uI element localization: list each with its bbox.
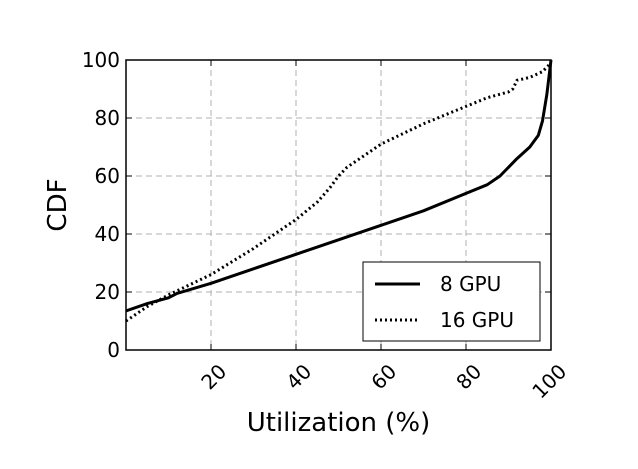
x-tick-label-100: 100 (527, 359, 571, 403)
legend-box (362, 261, 541, 342)
y-tick-label-100: 100 (82, 48, 120, 72)
x-axis: 20 40 60 80 100 (196, 60, 571, 403)
plot-frame (125, 59, 552, 351)
legend-label-16-gpu: 16 GPU (440, 308, 514, 332)
y-axis-label: CDF (43, 178, 73, 231)
y-tick-label-60: 60 (95, 164, 120, 188)
x-tick-label-20: 20 (196, 359, 231, 394)
legend-label-8-gpu: 8 GPU (440, 272, 501, 296)
y-tick-label-40: 40 (95, 222, 120, 246)
series-line-8-gpu (125, 59, 553, 313)
x-axis-label: Utilization (%) (247, 408, 431, 438)
y-axis: 0 20 40 60 80 100 (82, 48, 551, 362)
y-tick-label-80: 80 (95, 106, 120, 130)
y-tick-label-20: 20 (95, 280, 120, 304)
x-tick-label-40: 40 (281, 359, 316, 394)
series-group (125, 59, 553, 323)
x-tick-label-80: 80 (451, 359, 486, 394)
y-tick-label-0: 0 (107, 338, 120, 362)
legend: 8 GPU 16 GPU (362, 261, 541, 342)
x-tick-label-60: 60 (366, 359, 401, 394)
